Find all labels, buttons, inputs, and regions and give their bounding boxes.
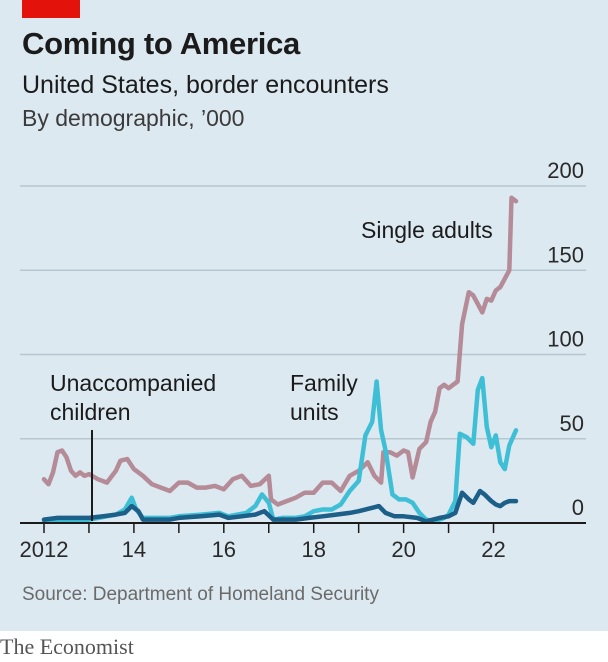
- y-tick-label: 150: [547, 242, 584, 267]
- series-lines: [41, 195, 519, 524]
- y-tick-label: 200: [547, 158, 584, 183]
- y-tick-label: 50: [560, 411, 584, 436]
- chart-subtitle: United States, border encounters: [22, 71, 389, 99]
- brand-red-tag: [22, 0, 80, 18]
- x-tick-label: 22: [481, 537, 505, 562]
- x-tick-label: 2012: [20, 537, 69, 562]
- label-unaccompanied-children-line2: children: [50, 399, 131, 425]
- line-chart: 0 50 100 150 200 2012 14 16 18 20 22 Single adult…: [20, 158, 586, 562]
- source-note: Source: Department of Homeland Security: [22, 584, 379, 605]
- publisher-brand: The Economist: [0, 634, 134, 659]
- y-tick-labels: 0 50 100 150 200: [547, 158, 584, 520]
- chart-units: By demographic, ’000: [22, 105, 245, 131]
- y-tick-label: 0: [572, 495, 584, 520]
- series-line-single-adults: [41, 195, 519, 507]
- series-labels: Single adults Family units Unaccompanied…: [50, 217, 493, 521]
- chart-panel: [0, 0, 608, 631]
- label-unaccompanied-children-line1: Unaccompanied: [50, 370, 216, 396]
- label-family-units-line1: Family: [290, 370, 358, 396]
- chart-title: Coming to America: [22, 26, 300, 61]
- series-line-unaccompanied-children: [41, 488, 519, 524]
- x-tick-label: 18: [301, 537, 325, 562]
- x-tick-label: 14: [122, 537, 146, 562]
- label-single-adults: Single adults: [361, 217, 493, 243]
- x-tick-label: 20: [391, 537, 415, 562]
- y-tick-label: 100: [547, 327, 584, 352]
- x-tick-label: 16: [212, 537, 236, 562]
- x-axis: 2012 14 16 18 20 22: [20, 522, 586, 562]
- label-family-units-line2: units: [290, 399, 339, 425]
